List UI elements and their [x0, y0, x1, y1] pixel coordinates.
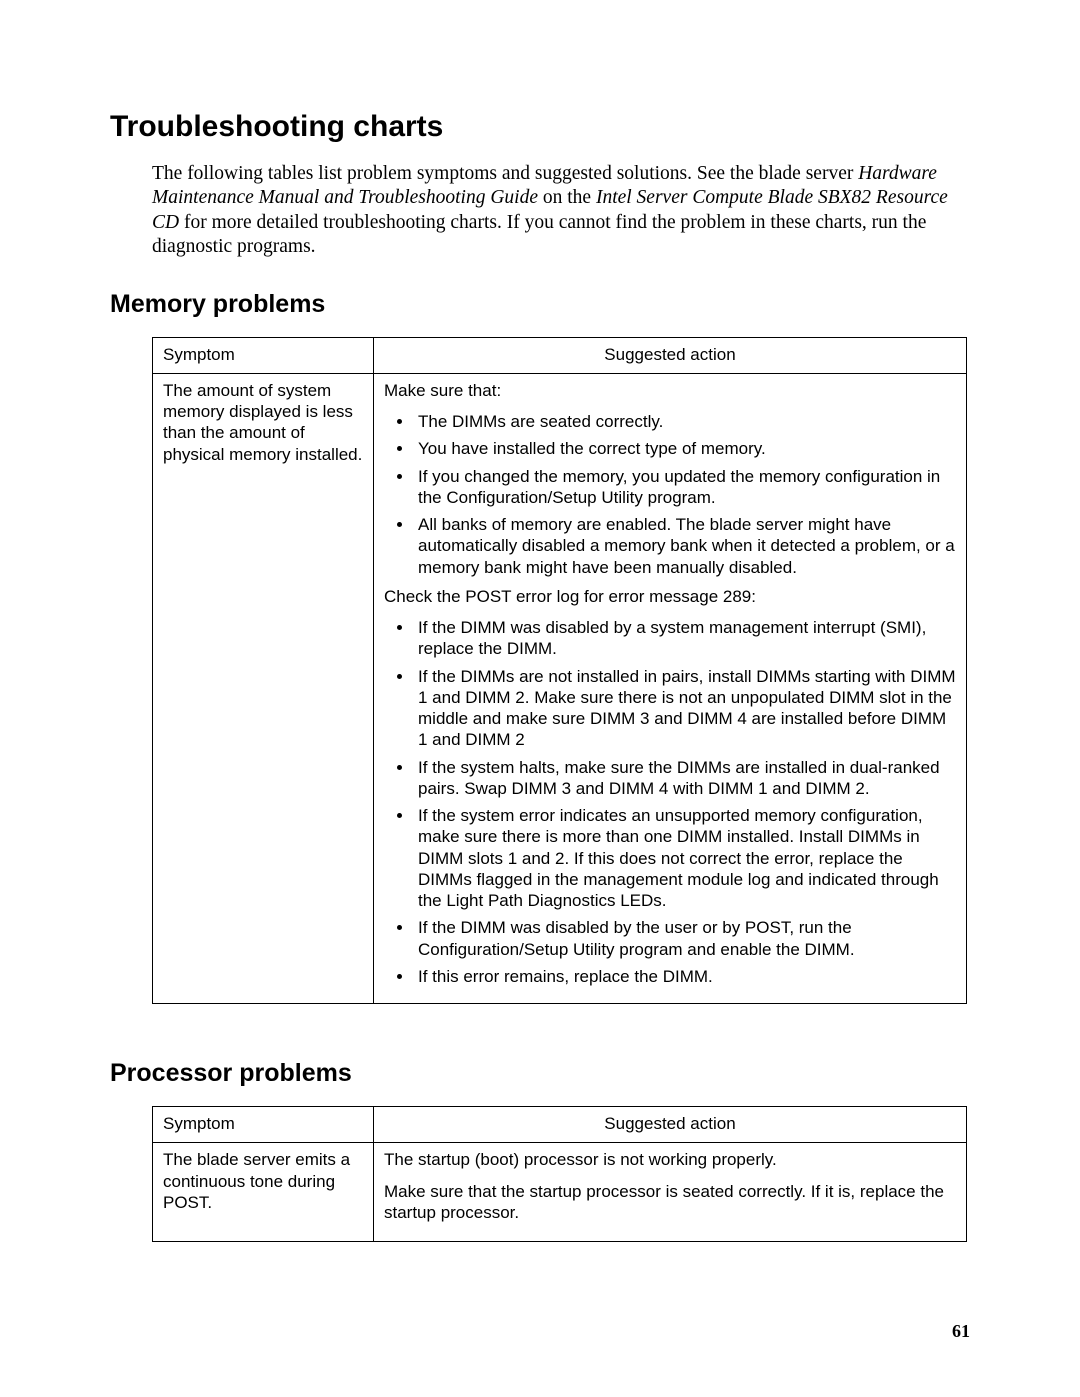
col-header-action: Suggested action	[374, 1107, 967, 1143]
table-row: The blade server emits a continuous tone…	[153, 1143, 967, 1242]
list-item: You have installed the correct type of m…	[414, 438, 956, 459]
processor-symptom-cell: The blade server emits a continuous tone…	[153, 1143, 374, 1242]
action-intro-1: Make sure that:	[384, 380, 956, 401]
table-header-row: Symptom Suggested action	[153, 337, 967, 373]
processor-action-2: Make sure that the startup processor is …	[384, 1181, 956, 1224]
list-item: If this error remains, replace the DIMM.	[414, 966, 956, 987]
page-number: 61	[952, 1321, 970, 1342]
memory-table: Symptom Suggested action The amount of s…	[152, 337, 967, 1005]
processor-action-cell: The startup (boot) processor is not work…	[374, 1143, 967, 1242]
list-item: If the system error indicates an unsuppo…	[414, 805, 956, 911]
col-header-symptom: Symptom	[153, 1107, 374, 1143]
list-item: If the DIMM was disabled by the user or …	[414, 917, 956, 960]
list-item: The DIMMs are seated correctly.	[414, 411, 956, 432]
page-container: Troubleshooting charts The following tab…	[0, 0, 1080, 1397]
intro-paragraph: The following tables list problem sympto…	[152, 162, 970, 260]
memory-list-1: The DIMMs are seated correctly. You have…	[384, 411, 956, 578]
page-title: Troubleshooting charts	[110, 110, 970, 144]
list-item: All banks of memory are enabled. The bla…	[414, 514, 956, 578]
table-row: The amount of system memory displayed is…	[153, 373, 967, 1003]
intro-text-2: on the	[538, 187, 596, 208]
memory-list-2: If the DIMM was disabled by a system man…	[384, 617, 956, 987]
action-intro-2: Check the POST error log for error messa…	[384, 586, 956, 607]
table-header-row: Symptom Suggested action	[153, 1107, 967, 1143]
processor-action-1: The startup (boot) processor is not work…	[384, 1149, 956, 1170]
col-header-action: Suggested action	[374, 337, 967, 373]
section-title-memory: Memory problems	[110, 290, 970, 319]
list-item: If the DIMM was disabled by a system man…	[414, 617, 956, 660]
list-item: If the DIMMs are not installed in pairs,…	[414, 666, 956, 751]
intro-text-1: The following tables list problem sympto…	[152, 163, 858, 184]
processor-table: Symptom Suggested action The blade serve…	[152, 1106, 967, 1242]
list-item: If you changed the memory, you updated t…	[414, 466, 956, 509]
memory-action-cell: Make sure that: The DIMMs are seated cor…	[374, 373, 967, 1003]
col-header-symptom: Symptom	[153, 337, 374, 373]
memory-symptom-cell: The amount of system memory displayed is…	[153, 373, 374, 1003]
list-item: If the system halts, make sure the DIMMs…	[414, 757, 956, 800]
intro-text-3: for more detailed troubleshooting charts…	[152, 212, 926, 257]
section-title-processor: Processor problems	[110, 1059, 970, 1088]
